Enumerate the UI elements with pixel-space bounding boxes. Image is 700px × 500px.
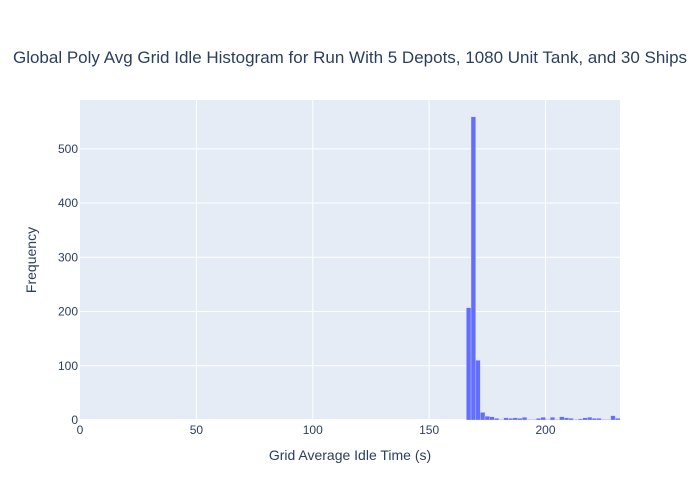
histogram-bar [587,417,593,421]
y-tick-label: 500 [58,142,78,156]
histogram-bar [503,417,509,421]
histogram-bar [540,417,546,421]
histogram-bar [480,412,486,421]
histogram-bar [563,417,569,421]
histogram-bar [498,419,504,421]
histogram-bar [466,307,472,421]
histogram-bar [508,418,514,421]
histogram-bar [615,418,621,421]
x-tick-label: 150 [419,423,439,437]
plot-area [80,100,620,420]
y-tick-label: 300 [58,250,78,264]
histogram-bar [489,416,495,421]
histogram-bar [526,419,532,421]
histogram-bar [536,418,542,421]
histogram-bar [596,418,602,421]
x-tick-label: 0 [77,423,84,437]
y-axis-title: Frequency [23,227,39,293]
histogram-bar [517,418,523,421]
y-tick-label: 200 [58,305,78,319]
histogram-bar [522,417,528,421]
y-tick-label: 0 [71,413,78,427]
x-tick-label: 200 [536,423,556,437]
histogram-bar [545,419,551,421]
x-tick-label: 50 [190,423,204,437]
y-tick-label: 400 [58,196,78,210]
histogram-bar [582,417,588,421]
y-tick-label: 100 [58,359,78,373]
x-axis-ticks: 0 50 100 150 200 [77,423,556,437]
x-tick-label: 100 [303,423,323,437]
chart-title: Global Poly Avg Grid Idle Histogram for … [13,48,687,67]
histogram-bar [470,116,476,421]
histogram-bar [559,416,565,421]
histogram-bar [531,419,537,421]
histogram-bar [610,415,616,421]
histogram-bar [605,419,611,421]
histogram-bar [554,419,560,421]
histogram-bars [466,116,621,421]
y-axis-ticks: 0 100 200 300 400 500 [58,142,78,427]
histogram-bar [591,418,597,421]
histogram-bar [601,419,607,421]
histogram-bar [484,416,490,421]
histogram-bar [494,418,500,421]
histogram-bar [475,360,481,421]
histogram-bar [512,417,518,421]
histogram-bar [568,418,574,421]
histogram-bar [550,417,555,421]
x-axis-title: Grid Average Idle Time (s) [269,447,431,463]
histogram-bar [577,418,583,421]
histogram-bar [573,419,579,421]
